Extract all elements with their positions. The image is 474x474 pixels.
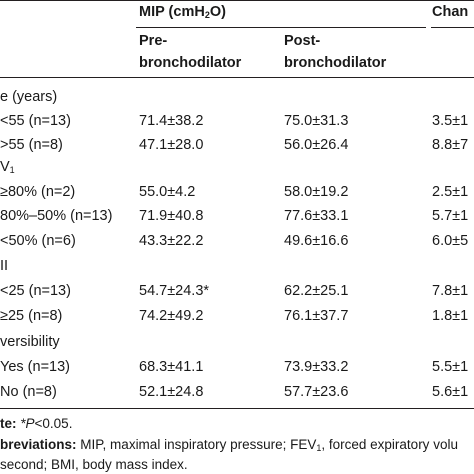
row-label-age-gt55: >55 (n=8) xyxy=(0,137,63,153)
note-abbreviations-subscript: 1 xyxy=(316,443,322,453)
col-pre-line1: Pre- xyxy=(139,33,168,49)
row-post-bmi-ge25: 76.1±37.7 xyxy=(284,308,349,324)
row-change-fev-80-50: 5.7±1 xyxy=(432,208,469,224)
row-post-fev-80-50: 77.6±33.1 xyxy=(284,208,349,224)
row-post-rev-yes: 73.9±33.2 xyxy=(284,359,349,375)
row-pre-age-lt55: 71.4±38.2 xyxy=(139,113,204,129)
subheader-rule xyxy=(0,77,474,78)
row-label-rev-no: No (n=8) xyxy=(0,384,57,400)
table-top-rule xyxy=(0,0,474,1)
mip-header-tail: O) xyxy=(209,4,226,20)
row-label-fev-80-50: 80%–50% (n=13) xyxy=(0,208,113,224)
row-change-rev-yes: 5.5±1 xyxy=(432,359,469,375)
change-header: Chan xyxy=(432,4,469,20)
row-pre-rev-no: 52.1±24.8 xyxy=(139,384,204,400)
row-change-fev-lt50: 6.0±5 xyxy=(432,233,469,249)
row-label-bmi: II xyxy=(0,258,9,274)
row-change-rev-no: 5.6±1 xyxy=(432,384,469,400)
note-abbreviations-text: MIP, maximal inspiratory pressure; FEV xyxy=(80,437,317,452)
row-label-fev-ge80: ≥80% (n=2) xyxy=(0,184,76,200)
row-change-fev-ge80: 2.5±1 xyxy=(432,184,469,200)
row-label-fev1: V1 xyxy=(0,158,15,176)
change-header-rule xyxy=(431,27,474,28)
row-pre-rev-yes: 68.3±41.1 xyxy=(139,359,204,375)
col-post-line2: bronchodilator xyxy=(284,55,387,71)
col-post-line1: Post- xyxy=(284,33,321,49)
mip-header-subscript: 2 xyxy=(204,10,210,20)
note-abbreviations-label: breviations: xyxy=(0,437,77,452)
mip-header-main: MIP (cmH xyxy=(139,4,205,20)
row-post-age-gt55: 56.0±26.4 xyxy=(284,137,349,153)
row-change-age-lt55: 3.5±1 xyxy=(432,113,469,129)
row-pre-fev-ge80: 55.0±4.2 xyxy=(139,184,196,200)
note-significance: te: *P<0.05. xyxy=(0,415,72,433)
col-pre-line2: bronchodilator xyxy=(139,55,242,71)
row-post-bmi-lt25: 62.2±25.1 xyxy=(284,283,349,299)
table-bottom-rule xyxy=(0,408,474,409)
row-post-fev-ge80: 58.0±19.2 xyxy=(284,184,349,200)
row-pre-age-gt55: 47.1±28.0 xyxy=(139,137,204,153)
row-change-bmi-ge25: 1.8±1 xyxy=(432,308,469,324)
row-label-age: e (years) xyxy=(0,89,58,105)
row-pre-bmi-lt25: 54.7±24.3* xyxy=(139,283,210,299)
col-pre-header: Pre- bronchodilator xyxy=(139,30,241,74)
note-abbreviations: breviations: MIP, maximal inspiratory pr… xyxy=(0,436,458,454)
row-change-age-gt55: 8.8±7 xyxy=(432,137,469,153)
row-label-reversibility: versibility xyxy=(0,334,60,350)
row-change-bmi-lt25: 7.8±1 xyxy=(432,283,469,299)
note-abbreviations-continued: second; BMI, body mass index. xyxy=(0,457,188,472)
row-label-bmi-ge25: ≥25 (n=8) xyxy=(0,308,63,324)
row-pre-fev-lt50: 43.3±22.2 xyxy=(139,233,204,249)
row-label-fev1-subscript: 1 xyxy=(9,165,15,175)
row-label-fev1-text: V xyxy=(0,159,10,175)
row-label-fev-lt50: <50% (n=6) xyxy=(0,233,76,249)
row-post-age-lt55: 75.0±31.3 xyxy=(284,113,349,129)
row-label-rev-yes: Yes (n=13) xyxy=(0,359,71,375)
group-header-rule xyxy=(136,27,426,28)
row-label-age-lt55: <55 (n=13) xyxy=(0,113,71,129)
mip-group-header: MIP (cmH2O) xyxy=(139,3,226,21)
row-pre-fev-80-50: 71.9±40.8 xyxy=(139,208,204,224)
row-post-fev-lt50: 49.6±16.6 xyxy=(284,233,349,249)
note-abbreviations-tail: , forced expiratory volu xyxy=(321,437,458,452)
note-significance-text: <0.05. xyxy=(34,416,73,431)
note-significance-label: te: xyxy=(0,416,17,431)
note-significance-symbol: *P xyxy=(20,416,35,431)
col-post-header: Post- bronchodilator xyxy=(284,30,386,74)
row-label-bmi-lt25: <25 (n=13) xyxy=(0,283,71,299)
row-post-rev-no: 57.7±23.6 xyxy=(284,384,349,400)
row-pre-bmi-ge25: 74.2±49.2 xyxy=(139,308,204,324)
